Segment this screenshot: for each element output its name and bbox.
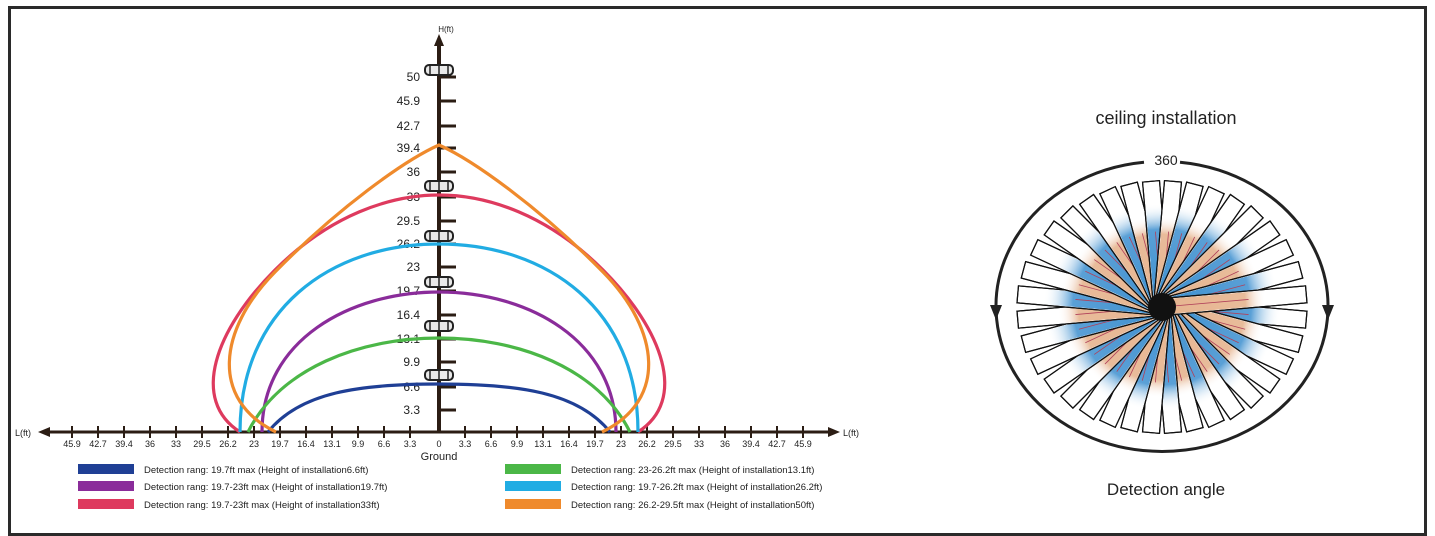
legend-item: Detection rang: 19.7-23ft max (Height of… — [78, 481, 387, 493]
h-tick-label: 9.9 — [511, 439, 524, 449]
h-tick-label: 39.4 — [742, 439, 760, 449]
h-tick-label: 33 — [694, 439, 704, 449]
h-tick-label: 45.9 — [794, 439, 812, 449]
h-tick-label: 36 — [145, 439, 155, 449]
detection-curve-4 — [238, 242, 640, 433]
legend-item: Detection rang: 19.7-26.2ft max (Height … — [505, 481, 822, 493]
axis-arrow-left-icon — [38, 427, 50, 437]
sensor-device-icon — [424, 276, 454, 288]
legend-item: Detection rang: 19.7-23ft max (Height of… — [78, 499, 380, 511]
axis-arrow-up-icon — [434, 34, 444, 46]
legend-swatch — [505, 464, 561, 474]
h-tick-label: 6.6 — [485, 439, 498, 449]
detection-curve-2 — [211, 193, 667, 434]
legend-text: Detection rang: 19.7-23ft max (Height of… — [144, 500, 380, 511]
legend-text: Detection rang: 19.7-23ft max (Height of… — [144, 482, 387, 493]
v-tick-label: 36 — [407, 165, 421, 179]
legend-swatch — [78, 499, 134, 509]
sensor-device-icon — [424, 64, 454, 76]
h-tick-label: 3.3 — [459, 439, 472, 449]
v-tick-label: 9.9 — [403, 355, 420, 369]
h-tick-label: 16.4 — [560, 439, 578, 449]
detection-curve-1 — [260, 290, 618, 433]
h-tick-label: 45.9 — [63, 439, 81, 449]
v-tick-label: 16.4 — [397, 308, 421, 322]
h-tick-label: 39.4 — [115, 439, 133, 449]
legend-item: Detection rang: 19.7ft max (Height of in… — [78, 464, 368, 476]
h-tick-label: 13.1 — [534, 439, 552, 449]
h-tick-label: 36 — [720, 439, 730, 449]
legend-swatch — [78, 481, 134, 491]
detection-curve-5 — [227, 143, 651, 434]
v-tick-label: 29.5 — [397, 214, 421, 228]
h-tick-label: 29.5 — [193, 439, 211, 449]
v-axis-label: H(ft) — [438, 25, 454, 34]
detection-range-diagram: L(ft) L(ft) H(ft) 45.9 42.7 39.4 36 33 29.5 26.2 2… — [15, 25, 859, 511]
legend-swatch — [505, 481, 561, 491]
legend-text: Detection rang: 19.7-26.2ft max (Height … — [571, 482, 822, 493]
h-tick-label: 42.7 — [768, 439, 786, 449]
h-tick-label: 23 — [616, 439, 626, 449]
h-tick-label: 29.5 — [664, 439, 682, 449]
h-tick-label: 16.4 — [297, 439, 315, 449]
legend-item: Detection rang: 26.2-29.5ft max (Height … — [505, 499, 814, 511]
h-tick-label: 33 — [171, 439, 181, 449]
h-tick-label: 26.2 — [219, 439, 237, 449]
v-tick-label: 42.7 — [397, 119, 421, 133]
v-tick-label: 39.4 — [397, 141, 421, 155]
h-tick-label: 19.7 — [586, 439, 604, 449]
sensor-device-icon — [424, 180, 454, 192]
h-tick-label: 13.1 — [323, 439, 341, 449]
legend-swatch — [505, 499, 561, 509]
h-tick-label-center: 0 — [436, 439, 441, 449]
sensor-device-icon — [424, 320, 454, 332]
legend-text: Detection rang: 23-26.2ft max (Height of… — [571, 465, 814, 476]
h-axis-label-right: L(ft) — [843, 428, 859, 438]
legend-text: Detection rang: 19.7ft max (Height of in… — [144, 465, 368, 476]
h-axis-label-left: L(ft) — [15, 428, 31, 438]
h-tick-label: 19.7 — [271, 439, 289, 449]
sensor-device-icon — [424, 230, 454, 242]
sensor-device-icon — [424, 369, 454, 381]
ground-label: Ground — [421, 451, 458, 463]
h-tick-label: 42.7 — [89, 439, 107, 449]
h-tick-label: 26.2 — [638, 439, 656, 449]
detection-curve-0 — [266, 382, 612, 434]
v-tick-label: 23 — [407, 260, 421, 274]
detection-curve-3 — [246, 336, 632, 433]
h-tick-label: 3.3 — [404, 439, 417, 449]
legend-text: Detection rang: 26.2-29.5ft max (Height … — [571, 500, 814, 511]
axis-arrow-right-icon — [828, 427, 840, 437]
v-tick-label: 3.3 — [403, 403, 420, 417]
v-tick-label: 6.6 — [403, 380, 420, 394]
v-tick-label: 50 — [407, 70, 421, 84]
h-tick-label: 6.6 — [378, 439, 391, 449]
h-tick-label: 9.9 — [352, 439, 365, 449]
v-tick-label: 45.9 — [397, 94, 421, 108]
legend-item: Detection rang: 23-26.2ft max (Height of… — [505, 464, 814, 476]
h-tick-label: 23 — [249, 439, 259, 449]
legend-swatch — [78, 464, 134, 474]
